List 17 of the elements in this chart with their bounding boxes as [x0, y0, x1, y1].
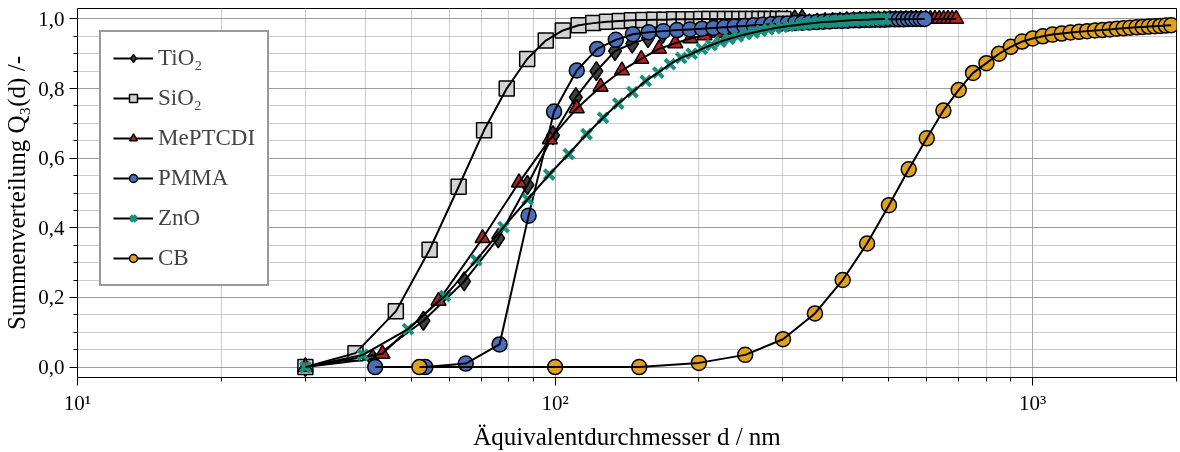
y-tick-label: 0,2 — [38, 285, 65, 310]
x-tick-label: 10³ — [1019, 390, 1047, 415]
legend-label: TiO₂ — [158, 44, 203, 72]
legend-label: CB — [158, 244, 189, 272]
y-tick-label: 0,8 — [38, 76, 65, 101]
x-tick-label: 10¹ — [63, 390, 92, 415]
y-tick-label: 0,6 — [38, 146, 65, 171]
legend-label: PMMA — [158, 164, 229, 192]
legend-label: ZnO — [158, 204, 201, 232]
x-axis-title: Äquivalentdurchmesser d / nm — [473, 422, 782, 450]
y-tick-label: 1,0 — [38, 6, 65, 31]
y-axis-title: Summenverteilung Q₃(d) /- — [3, 56, 32, 330]
x-tick-label: 10² — [541, 390, 569, 415]
y-tick-label: 0,4 — [38, 215, 65, 240]
legend-label: SiO₂ — [158, 84, 202, 112]
y-tick-label: 0,0 — [38, 355, 65, 380]
legend-label: MePTCDI — [158, 124, 256, 152]
